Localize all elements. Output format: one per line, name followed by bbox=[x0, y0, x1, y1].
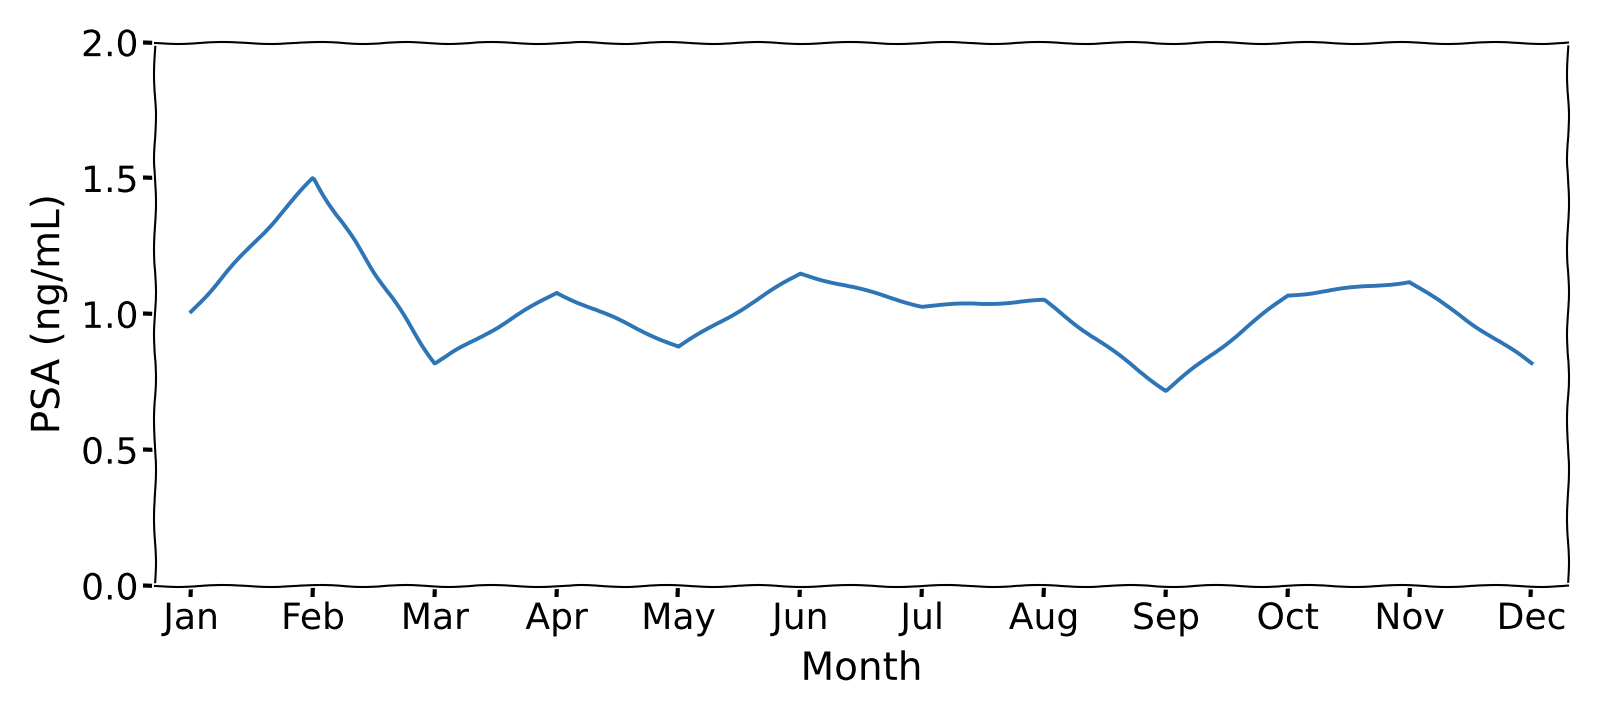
X-axis label: Month: Month bbox=[800, 650, 922, 688]
Y-axis label: PSA (ng/mL): PSA (ng/mL) bbox=[29, 194, 67, 435]
